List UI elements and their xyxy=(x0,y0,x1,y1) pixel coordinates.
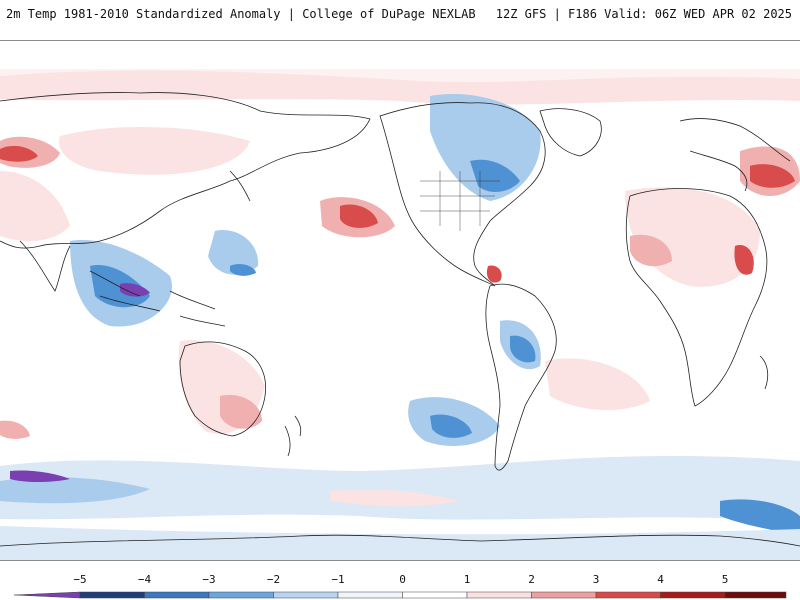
east-africa-strong-positive xyxy=(734,245,754,275)
asia-coast xyxy=(0,92,371,249)
ne-pacific-strong-positive xyxy=(340,204,378,228)
colorbar-swatch-6 xyxy=(402,591,468,599)
colorbar-tick-label: −2 xyxy=(266,573,281,586)
colorbar-swatch-4 xyxy=(273,591,339,599)
colorbar-tick-label: 5 xyxy=(721,573,729,586)
anomaly-shading xyxy=(0,70,800,560)
antarctica-coast xyxy=(0,534,800,547)
colorbar-tick-label: 1 xyxy=(463,573,471,586)
colorbar-tick-label: 0 xyxy=(399,573,406,586)
header: 2m Temp 1981-2010 Standardized Anomaly |… xyxy=(0,0,800,30)
colorbar-swatch-1 xyxy=(79,591,145,599)
middle-east-strong-positive xyxy=(750,164,795,188)
antarctica-negative xyxy=(0,526,800,560)
northeast-us-strong-negative xyxy=(470,159,520,193)
southern-ocean-mid-negative xyxy=(0,477,150,504)
indian-ocean-positive xyxy=(0,420,30,439)
map-svg xyxy=(0,41,800,560)
colorbar-swatch-9 xyxy=(595,591,661,599)
coastlines xyxy=(0,92,800,547)
colorbar: −5 −4 −3 −2 −1 0 1 2 3 4 5 xyxy=(0,570,800,600)
south-america-coast xyxy=(485,283,557,471)
siberia-positive xyxy=(59,126,251,175)
philippines-extreme-negative xyxy=(120,283,150,297)
india-positive xyxy=(0,171,70,242)
pacific-negative xyxy=(208,230,259,275)
new-zealand-coast xyxy=(284,415,302,457)
south-pacific-strong-negative xyxy=(430,414,472,438)
colorbar-swatch-0 xyxy=(13,591,81,599)
australia-coast xyxy=(179,341,267,437)
bolivia-strong-negative xyxy=(510,335,536,363)
colorbar-tick-label: 4 xyxy=(657,573,664,586)
north-america-coast xyxy=(379,102,546,287)
colorbar-swatch-2 xyxy=(144,591,210,599)
colorbar-swatch-3 xyxy=(208,591,274,599)
indonesia-coast xyxy=(89,270,226,327)
colorbar-swatch-7 xyxy=(466,591,532,599)
west-africa-positive xyxy=(630,234,672,267)
map-title: 2m Temp 1981-2010 Standardized Anomaly |… xyxy=(6,7,476,21)
arctic-positive xyxy=(0,70,800,105)
anomaly-map xyxy=(0,40,800,561)
se-australia-positive xyxy=(220,394,262,429)
colorbar-swatch-11 xyxy=(724,591,787,599)
pacific-strong-negative xyxy=(230,263,256,276)
us-state-lines xyxy=(420,171,500,231)
south-atlantic-positive xyxy=(545,358,650,411)
japan-coast xyxy=(229,170,251,202)
colorbar-swatches xyxy=(13,591,787,599)
colorbar-swatch-10 xyxy=(660,591,726,599)
greenland-coast xyxy=(539,108,602,157)
colorbar-tick-label: 3 xyxy=(592,573,600,586)
southern-ocean-extreme-negative xyxy=(10,470,70,482)
antarctic-positive xyxy=(330,489,460,507)
europe-coast xyxy=(679,118,791,192)
colorbar-tick-label: −4 xyxy=(137,573,152,586)
asia-strong-positive xyxy=(0,145,38,162)
colorbar-tick-label: −5 xyxy=(73,573,87,586)
madagascar-coast xyxy=(759,355,769,390)
colorbar-swatch-8 xyxy=(531,591,597,599)
india-coast xyxy=(19,240,71,292)
model-run-info: 12Z GFS | F186 Valid: 06Z WED APR 02 202… xyxy=(495,7,792,21)
colorbar-svg xyxy=(13,591,787,599)
colorbar-tick-label: −1 xyxy=(331,573,345,586)
southern-ocean-negative xyxy=(0,455,800,521)
colorbar-tick-label: 2 xyxy=(528,573,535,586)
antarctic-strong-negative xyxy=(720,499,800,536)
africa-coast xyxy=(625,188,768,407)
venezuela-positive xyxy=(486,265,502,283)
colorbar-swatch-5 xyxy=(337,591,403,599)
colorbar-tick-label: −3 xyxy=(202,573,216,586)
